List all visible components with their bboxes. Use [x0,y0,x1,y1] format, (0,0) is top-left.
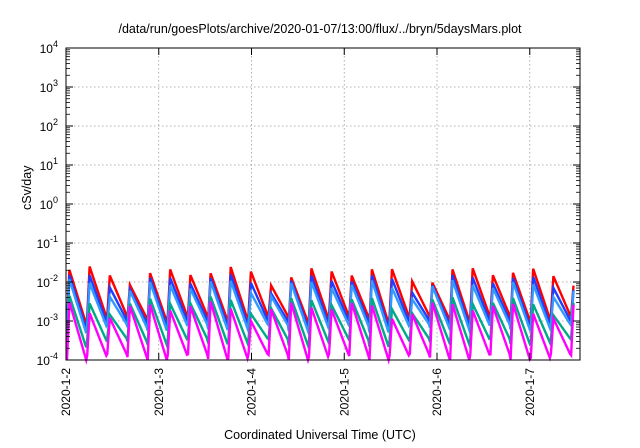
x-tick-label: 2020-1-3 [152,368,166,416]
x-tick-labels: 2020-1-2 2020-1-3 2020-1-4 2020-1-5 2020-1-6… [59,368,537,416]
y-tick-label: 10-2 [37,273,58,290]
x-tick-label: 2020-1-5 [337,368,351,416]
y-axis-label: cSv/day [20,165,34,210]
x-tick-label: 2020-1-2 [59,368,73,416]
y-tick-label: 10-1 [37,234,58,251]
y-tick-label: 10-3 [37,312,58,329]
y-tick-label: 103 [40,78,58,95]
series-line [65,301,575,365]
series-group [65,266,575,365]
chart-title: /data/run/goesPlots/archive/2020-01-07/1… [118,22,522,36]
y-tick-labels: 10-4 10-3 10-2 10-1 100 101 102 103 104 [37,39,58,368]
x-tick-label: 2020-1-4 [245,368,259,416]
grid [66,48,580,360]
x-tick-label: 2020-1-6 [430,368,444,416]
ticks [65,47,580,361]
y-tick-label: 10-4 [37,351,58,368]
x-axis-label: Coordinated Universal Time (UTC) [224,428,416,442]
y-tick-label: 100 [40,195,58,212]
x-tick-label: 2020-1-7 [523,368,537,416]
y-tick-label: 104 [40,39,58,56]
y-tick-label: 102 [40,117,58,134]
y-tick-label: 101 [40,156,58,173]
